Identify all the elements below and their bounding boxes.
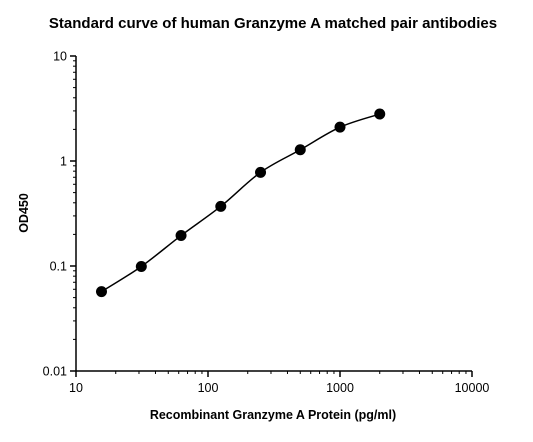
data-point	[135, 260, 147, 272]
y-axis: 0.01 0.1 1 10	[43, 50, 77, 379]
y-tick-label: 0.1	[50, 260, 67, 274]
y-tick-label: 0.01	[43, 365, 67, 379]
x-axis: 10 100 1000 10000	[69, 370, 490, 395]
x-tick-label: 1000	[326, 381, 354, 395]
data-point	[255, 166, 267, 178]
chart-title: Standard curve of human Granzyme A match…	[49, 15, 497, 32]
x-tick-label: 100	[198, 381, 219, 395]
data-point	[175, 230, 187, 242]
data-point	[95, 286, 107, 298]
data-point	[374, 108, 386, 120]
y-tick-label: 1	[60, 155, 67, 169]
x-tick-label: 10	[69, 381, 83, 395]
data-point	[294, 144, 306, 156]
data-points	[95, 108, 386, 298]
data-point	[334, 121, 346, 133]
x-tick-label: 10000	[455, 381, 490, 395]
data-point	[215, 200, 227, 212]
y-tick-label: 10	[53, 50, 67, 64]
y-axis-title: OD450	[17, 193, 31, 233]
x-axis-title: Recombinant Granzyme A Protein (pg/ml)	[150, 408, 396, 422]
